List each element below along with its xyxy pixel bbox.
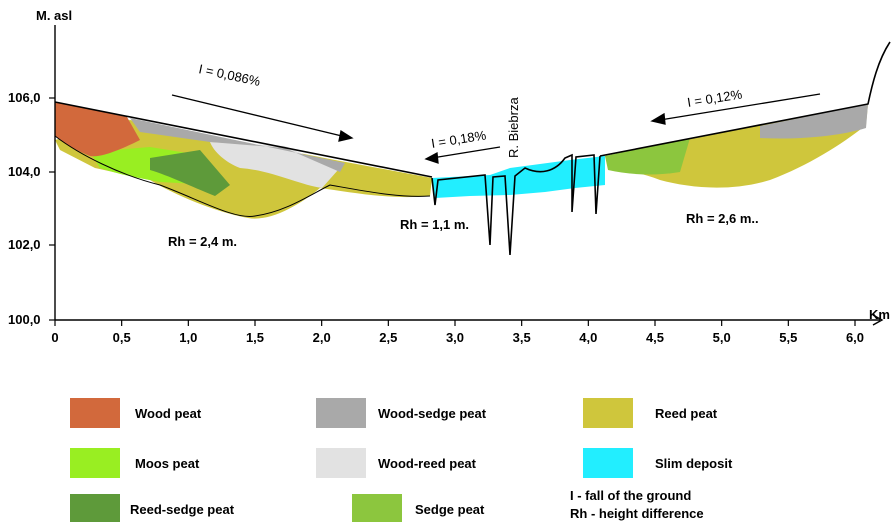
legend-swatch-slim-deposit	[583, 448, 633, 478]
y-tick-label: 106,0	[8, 90, 41, 105]
x-tick-label: 4,0	[579, 330, 597, 345]
height-difference-left: Rh = 2,4 m.	[168, 234, 237, 249]
slope-label-left: I = 0,086%	[197, 61, 262, 89]
x-tick-label: 0,5	[113, 330, 131, 345]
legend-label-reed-peat: Reed peat	[655, 406, 718, 421]
y-tick-label: 100,0	[8, 312, 41, 327]
layer-wood-reed-peat	[210, 142, 338, 188]
ground-surface-left	[54, 101, 433, 178]
legend-label-reed-sedge-peat: Reed-sedge peat	[130, 502, 235, 517]
legend-swatch-reed-peat	[583, 398, 633, 428]
x-tick-label: 0	[51, 330, 58, 345]
x-tick-label: 5,5	[779, 330, 797, 345]
slope-arrow-center	[431, 146, 501, 159]
y-tick-label: 104,0	[8, 164, 41, 179]
layer-reed-peat-left	[55, 120, 432, 219]
legend-swatch-moos-peat	[70, 448, 120, 478]
layer-reed-sedge-peat	[150, 150, 230, 196]
legend-label-wood-peat: Wood peat	[135, 406, 202, 421]
layer-wood-sedge-peat-left	[130, 118, 345, 172]
slope-arrow-left-head	[338, 129, 354, 142]
x-axis-arrow	[872, 314, 884, 326]
y-axis-ticks	[49, 97, 55, 321]
x-tick-label: 2,5	[379, 330, 397, 345]
layer-wood-sedge-peat-right	[760, 104, 868, 139]
y-tick-label: 102,0	[8, 237, 41, 252]
legend-note-height: Rh - height difference	[570, 506, 704, 521]
x-tick-label: 3,5	[513, 330, 531, 345]
legend-swatch-sedge-peat	[352, 494, 402, 522]
height-difference-right: Rh = 2,6 m..	[686, 211, 759, 226]
legend-label-sedge-peat: Sedge peat	[415, 502, 485, 517]
slope-arrow-right-head	[650, 112, 666, 125]
x-tick-label: 1,5	[246, 330, 264, 345]
slope-arrow-center-head	[424, 151, 439, 164]
lower-boundary-left	[54, 135, 431, 218]
river-channel-profile	[431, 153, 601, 256]
legend-swatch-wood-reed-peat	[316, 448, 366, 478]
slope-label-center: I = 0,18%	[430, 127, 487, 151]
ground-profile-lines	[54, 41, 891, 256]
x-tick-label: 3,0	[446, 330, 464, 345]
left-peat-layers	[55, 102, 432, 219]
layer-slim-deposit	[432, 156, 605, 198]
layer-sedge-peat-right	[605, 138, 690, 175]
legend-label-slim-deposit: Slim deposit	[655, 456, 733, 471]
x-axis-unit: Km	[869, 307, 890, 322]
legend-swatch-wood-peat	[70, 398, 120, 428]
ground-surface-right	[599, 41, 891, 157]
x-tick-label: 4,5	[646, 330, 664, 345]
legend: Wood peat Wood-sedge peat Reed peat Moos…	[70, 398, 733, 522]
legend-swatch-reed-sedge-peat	[70, 494, 120, 522]
legend-label-wood-reed-peat: Wood-reed peat	[378, 456, 477, 471]
river-label: R. Biebrza	[506, 97, 521, 158]
slope-arrow-right	[659, 93, 821, 121]
legend-note-fall: I - fall of the ground	[570, 488, 691, 503]
x-tick-label: 2,0	[313, 330, 331, 345]
y-axis-title: M. asl	[36, 8, 72, 23]
x-axis-ticks: 0 0,5 1,0 1,5 2,0 2,5 3,0 3,5 4,0 4,5 5,0 5,5 6,0	[51, 320, 864, 345]
x-tick-label: 6,0	[846, 330, 864, 345]
slope-arrows	[171, 93, 821, 164]
legend-swatch-wood-sedge-peat	[316, 398, 366, 428]
layer-wood-peat	[55, 102, 140, 157]
slope-arrow-left	[171, 94, 347, 138]
legend-label-moos-peat: Moos peat	[135, 456, 200, 471]
height-difference-center: Rh = 1,1 m.	[400, 217, 469, 232]
slope-label-right: I = 0,12%	[686, 86, 743, 110]
x-tick-label: 1,0	[179, 330, 197, 345]
x-tick-label: 5,0	[713, 330, 731, 345]
right-peat-layers	[605, 104, 868, 188]
legend-label-wood-sedge-peat: Wood-sedge peat	[378, 406, 487, 421]
slim-deposit-channel	[432, 156, 605, 198]
